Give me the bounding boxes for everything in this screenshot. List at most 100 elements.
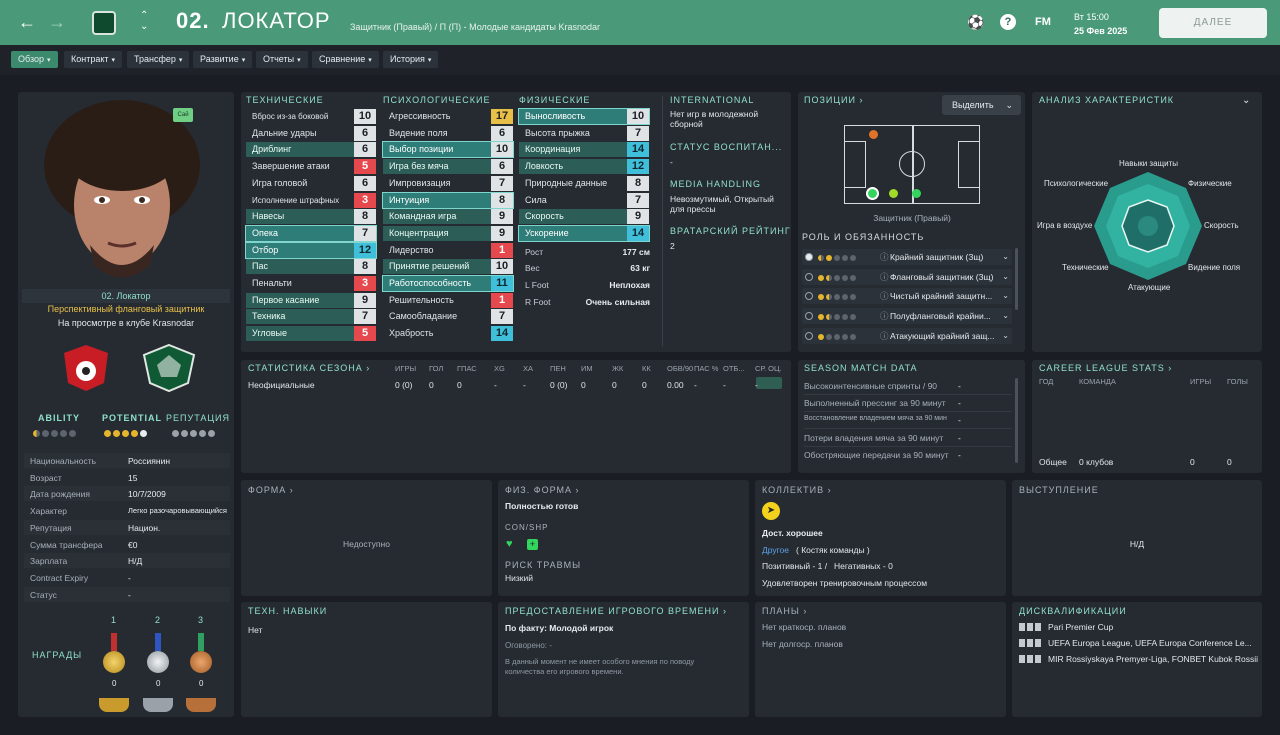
attribute-row[interactable]: Выбор позиции 10 bbox=[382, 141, 514, 159]
attribute-row[interactable]: Дриблинг 6 bbox=[246, 142, 376, 158]
chevron-down-icon[interactable]: ⌄ bbox=[1242, 95, 1251, 106]
silver-cup-icon[interactable] bbox=[143, 698, 173, 712]
positions-title[interactable]: ПОЗИЦИИ › bbox=[804, 95, 863, 105]
role-row[interactable]: ⓘ Атакующий крайний защ... ⌄ bbox=[802, 327, 1012, 344]
season-stat-header[interactable]: ПЕН bbox=[550, 364, 566, 373]
attribute-row[interactable]: Техника 7 bbox=[246, 309, 376, 325]
tab-history[interactable]: История ▾ bbox=[383, 51, 439, 68]
roles-scrollbar[interactable] bbox=[1015, 248, 1018, 310]
attribute-row[interactable]: Навесы 8 bbox=[246, 209, 376, 225]
info-icon[interactable]: ⓘ bbox=[880, 330, 889, 341]
profile-status[interactable]: На просмотре в клубе Krasnodar bbox=[57, 318, 195, 328]
tab-overview[interactable]: Обзор ▾ bbox=[11, 51, 58, 68]
attribute-row[interactable]: Координация 14 bbox=[519, 142, 649, 158]
ball-icon[interactable]: ⚽ bbox=[967, 14, 985, 30]
player-subtitle[interactable]: Защитник (Правый) / П (П) - Молодые канд… bbox=[350, 22, 600, 32]
attribute-row[interactable]: Ловкость 12 bbox=[519, 159, 649, 175]
season-stat-header[interactable]: ПАС % bbox=[694, 364, 719, 373]
career-title[interactable]: CAREER LEAGUE STATS › bbox=[1039, 363, 1172, 373]
attribute-row[interactable]: Сила 7 bbox=[519, 192, 649, 208]
tab-development[interactable]: Развитие ▾ bbox=[193, 51, 253, 68]
club-crest-icon[interactable] bbox=[142, 343, 196, 393]
attribute-row[interactable]: Пас 8 bbox=[246, 259, 376, 275]
attribute-row[interactable]: Интуиция 8 bbox=[382, 191, 514, 209]
chevron-down-icon[interactable]: ⌄ bbox=[1002, 291, 1009, 301]
role-row[interactable]: ⓘ Крайний защитник (Зщ) ⌄ bbox=[802, 249, 1012, 265]
ban-item[interactable]: MIR Rossiyskaya Premyer-Liga, FONBET Kub… bbox=[1048, 654, 1259, 664]
role-radio[interactable] bbox=[805, 292, 813, 301]
help-icon[interactable]: ? bbox=[1000, 14, 1016, 30]
role-row[interactable]: ⓘ Полуфланговый крайни... ⌄ bbox=[802, 308, 1012, 325]
attribute-row[interactable]: Храбрость 14 bbox=[383, 326, 513, 342]
attribute-row[interactable]: Завершение атаки 5 bbox=[246, 159, 376, 175]
forward-arrow-icon[interactable]: → bbox=[48, 12, 66, 32]
season-stats-title[interactable]: СТАТИСТИКА СЕЗОНА › bbox=[248, 363, 370, 373]
player-switch-arrows-icon[interactable]: ⌃ ⌄ bbox=[140, 10, 149, 32]
season-stat-header[interactable]: ГОЛ bbox=[429, 364, 444, 373]
attribute-row[interactable]: Отбор 12 bbox=[245, 241, 377, 259]
attribute-row[interactable]: Опека 7 bbox=[245, 224, 377, 242]
attribute-row[interactable]: Лидерство 1 bbox=[383, 242, 513, 258]
squad-title[interactable]: КОЛЛЕКТИВ › bbox=[762, 485, 832, 495]
season-stat-header[interactable]: XA bbox=[523, 364, 534, 373]
attribute-row[interactable]: Агрессивность 17 bbox=[383, 109, 513, 124]
attribute-row[interactable]: Импровизация 7 bbox=[383, 175, 513, 191]
tab-reports[interactable]: Отчеты ▾ bbox=[256, 51, 308, 68]
season-stat-header[interactable]: ОБВ/90 bbox=[667, 364, 694, 373]
radar-chart[interactable] bbox=[1092, 170, 1204, 282]
back-arrow-icon[interactable]: ← bbox=[18, 12, 36, 32]
gold-cup-icon[interactable] bbox=[99, 698, 129, 712]
season-stat-header[interactable]: XG bbox=[494, 364, 505, 373]
attribute-row[interactable]: Игра головой 6 bbox=[246, 175, 376, 191]
chevron-down-icon[interactable]: ⌄ bbox=[1002, 311, 1009, 321]
chevron-down-icon[interactable]: ⌄ bbox=[1002, 252, 1009, 261]
info-icon[interactable]: ⓘ bbox=[880, 311, 889, 322]
attribute-row[interactable]: Вброс из-за боковой 10 bbox=[246, 109, 376, 124]
position-marker[interactable] bbox=[912, 189, 921, 198]
attribute-row[interactable]: Принятие решений 10 bbox=[383, 259, 513, 275]
fm-menu-button[interactable]: FM bbox=[1035, 16, 1051, 28]
form-title[interactable]: ФОРМА › bbox=[248, 485, 294, 495]
info-icon[interactable]: ⓘ bbox=[880, 291, 889, 302]
attribute-row[interactable]: Высота прыжка 7 bbox=[519, 125, 649, 141]
bronze-cup-icon[interactable] bbox=[186, 698, 216, 712]
role-radio[interactable] bbox=[805, 331, 813, 340]
attribute-row[interactable]: Самообладание 7 bbox=[383, 309, 513, 325]
fitness-title[interactable]: ФИЗ. ФОРМА › bbox=[505, 485, 580, 495]
match-data-scrollbar[interactable] bbox=[1015, 378, 1018, 463]
season-stat-header[interactable]: ГПАС bbox=[457, 364, 477, 373]
game-date[interactable]: Вт 15:00 25 Фев 2025 bbox=[1074, 10, 1127, 38]
attribute-row[interactable]: Игра без мяча 6 bbox=[383, 159, 513, 175]
tab-transfer[interactable]: Трансфер ▾ bbox=[127, 51, 190, 68]
bronze-medal-icon[interactable] bbox=[190, 651, 212, 673]
attribute-row[interactable]: Концентрация 9 bbox=[383, 225, 513, 241]
role-radio[interactable] bbox=[805, 312, 813, 321]
squad-link[interactable]: Другое bbox=[762, 545, 790, 555]
silver-medal-icon[interactable] bbox=[147, 651, 169, 673]
position-marker-natural[interactable] bbox=[866, 187, 879, 200]
club-crest-icon[interactable] bbox=[92, 11, 116, 35]
season-stat-header[interactable]: ЖК bbox=[612, 364, 624, 373]
attribute-row[interactable]: Ускорение 14 bbox=[518, 224, 650, 242]
playtime-title[interactable]: ПРЕДОСТАВЛЕНИЕ ИГРОВОГО ВРЕМЕНИ › bbox=[505, 606, 727, 616]
season-stat-header[interactable]: КК bbox=[642, 364, 651, 373]
role-radio[interactable] bbox=[805, 272, 813, 281]
role-radio[interactable] bbox=[805, 253, 813, 261]
highlight-dropdown[interactable]: Выделить ⌄ bbox=[942, 95, 1021, 115]
role-row[interactable]: ⓘ Фланговый защитник (Зщ) ⌄ bbox=[802, 268, 1012, 285]
ban-item[interactable]: UEFA Europa League, UEFA Europa Conferen… bbox=[1048, 638, 1252, 648]
season-stat-header[interactable]: ОТБ... bbox=[723, 364, 745, 373]
attribute-row[interactable]: Командная игра 9 bbox=[383, 209, 513, 225]
nation-crest-icon[interactable] bbox=[62, 343, 110, 393]
attribute-row[interactable]: Угловые 5 bbox=[246, 326, 376, 342]
role-row[interactable]: ⓘ Чистый крайний защитн... ⌄ bbox=[802, 288, 1012, 305]
position-marker[interactable] bbox=[869, 130, 878, 139]
attribute-row[interactable]: Работоспособность 11 bbox=[382, 275, 514, 292]
plans-title[interactable]: ПЛАНЫ › bbox=[762, 606, 807, 616]
gold-medal-icon[interactable] bbox=[103, 651, 125, 673]
continue-button[interactable]: ДАЛЕЕ bbox=[1159, 8, 1267, 38]
attribute-row[interactable]: Видение поля 6 bbox=[383, 125, 513, 141]
attribute-row[interactable]: Решительность 1 bbox=[383, 292, 513, 308]
info-icon[interactable]: ⓘ bbox=[880, 271, 889, 282]
chevron-down-icon[interactable]: ⌄ bbox=[1002, 271, 1009, 281]
